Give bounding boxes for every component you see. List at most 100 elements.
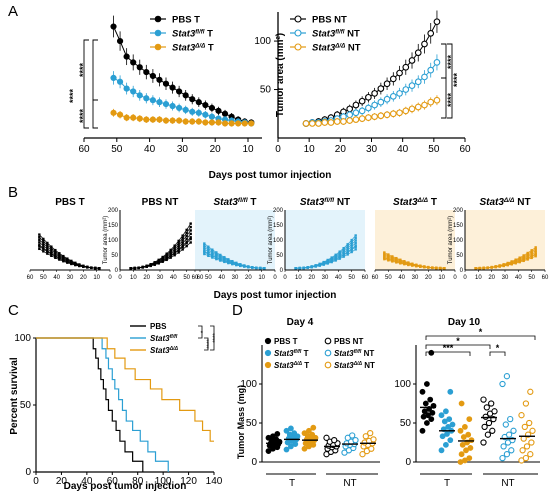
panel-b-curve-point <box>169 255 172 258</box>
panel-b-curve-point <box>387 254 390 257</box>
panel-d-data-point <box>461 423 468 430</box>
panel-b-curve-point <box>534 254 537 258</box>
panel-a-data-point <box>358 107 366 115</box>
panel-a-data-point <box>396 90 403 97</box>
panel-b-y-tick-label: 100 <box>453 238 464 244</box>
panel-b-curve-point <box>42 239 45 243</box>
panel-b-curve-point <box>133 266 136 270</box>
label-part: T <box>302 361 309 370</box>
panel-d-y-tick-label: 0 <box>251 457 257 468</box>
label-part: T <box>204 29 213 40</box>
panel-b-x-tick-label: 40 <box>515 275 522 281</box>
panel-c-significance-stars: **** <box>213 333 219 343</box>
panel-b-curve-point <box>173 244 176 247</box>
panel-a-data-point <box>421 73 428 81</box>
panel-d-data-point <box>480 396 487 403</box>
panel-d-data-point <box>428 349 435 356</box>
panel-b-y-tick-label: 50 <box>111 253 118 259</box>
panel-b-x-tick-label: 50 <box>183 275 190 281</box>
panel-b-curve-point <box>181 234 184 237</box>
panel-b-curve-point <box>350 250 353 254</box>
panel-b-x-tick-label: 60 <box>542 275 549 281</box>
panel-a-x-tick-label: 30 <box>366 144 378 155</box>
panel-a-data-point <box>383 95 391 103</box>
panel-b-curve-point <box>490 266 493 269</box>
panel-b-y-tick-label: 200 <box>273 208 284 214</box>
panel-d-data-point <box>528 439 535 446</box>
panel-b-curve-point <box>350 243 353 246</box>
panel-b-curve-point <box>219 256 222 260</box>
panel-b-curve-point <box>306 266 309 269</box>
panel-a-data-point <box>156 99 163 106</box>
panel-a-significance-bracket <box>92 99 98 129</box>
panel-d-y-tick-label: 50 <box>246 418 258 429</box>
panel-b-curve-point <box>62 257 65 261</box>
panel-d-data-point <box>429 409 436 416</box>
panel-d-data-point <box>274 431 281 437</box>
panel-b-curve-point <box>354 244 357 247</box>
panel-a-data-point <box>130 59 137 66</box>
panel-a-data-point <box>383 111 391 119</box>
panel-b-curve-point <box>338 257 341 260</box>
panel-b-curve-point <box>46 252 49 255</box>
panel-a-data-point <box>377 98 385 106</box>
label-gene: Stat3 <box>312 43 336 54</box>
legend-label: PBS T <box>55 197 84 208</box>
label-genotype-superscript: fl/fl <box>335 29 345 36</box>
panel-b-curve-point <box>354 239 357 242</box>
panel-b-y-tick-label: 200 <box>453 208 464 214</box>
panel-b-curve-point <box>338 250 341 253</box>
panel-b-curve-point <box>522 258 525 262</box>
panel-b-curve-point <box>54 250 57 253</box>
panel-d-y-tick-label: 50 <box>400 418 412 429</box>
panel-c-x-tick-label: 140 <box>206 476 223 487</box>
panel-d-data-point <box>305 427 312 434</box>
panel-b-curve-point <box>322 261 325 264</box>
panel-a-data-point <box>116 111 124 118</box>
panel-d-day10-title: Day 10 <box>448 317 481 328</box>
panel-b-curve-point <box>354 241 357 245</box>
panel-b-curve-point <box>354 245 357 249</box>
panel-b-curve-point <box>338 254 341 257</box>
panel-b-curve-point <box>50 247 53 250</box>
legend-label: PBS T <box>274 337 298 346</box>
panel-b-curve-point <box>482 266 485 270</box>
panel-b-curve-point <box>185 241 188 245</box>
panel-a-y-tick-label: 100 <box>254 36 271 47</box>
panel-b-curve-point <box>211 251 214 254</box>
panel-a-series-line <box>113 77 252 124</box>
panel-b-curve-point <box>403 260 406 263</box>
panel-a-data-point <box>321 119 329 126</box>
panel-a-data-point <box>371 113 378 121</box>
panel-b-curve-point <box>62 259 65 262</box>
panel-b-curve-point <box>383 256 386 260</box>
legend-label: Stat3Δ/Δ <box>150 346 178 355</box>
panel-d-data-point <box>489 427 496 434</box>
panel-b-curve-point <box>419 265 422 268</box>
panel-b-curve-point <box>346 253 349 256</box>
panel-d-data-point <box>425 412 431 419</box>
panel-a-data-point <box>176 88 183 95</box>
panel-b-curve-point <box>207 252 210 256</box>
panel-d-data-point <box>491 408 498 415</box>
panel-label-b: B <box>8 184 18 201</box>
panel-a-series-line <box>113 26 252 123</box>
label-genotype-superscript: fl/fl <box>195 29 205 36</box>
panel-a-data-point <box>149 97 156 104</box>
panel-b-curve-point <box>46 241 49 245</box>
panel-b-curve-point <box>338 256 341 259</box>
panel-a-data-point <box>396 109 403 117</box>
panel-a-data-point <box>130 114 137 121</box>
panel-b-x-tick-label: 50 <box>205 275 212 281</box>
panel-label-d: D <box>232 302 243 319</box>
label-genotype-superscript: fl/fl <box>294 349 302 355</box>
panel-b-curve-point <box>153 261 156 264</box>
panel-a-x-tick-label: 60 <box>78 144 90 155</box>
label-gene: Stat3 <box>172 29 196 40</box>
panel-d-data-point <box>283 427 290 434</box>
panel-b-y-tick-label: 100 <box>108 238 119 244</box>
label-gene: Stat3 <box>334 349 354 358</box>
panel-a-data-point <box>110 109 117 116</box>
panel-b-curve-point <box>169 252 172 256</box>
panel-a-data-point <box>208 119 216 126</box>
